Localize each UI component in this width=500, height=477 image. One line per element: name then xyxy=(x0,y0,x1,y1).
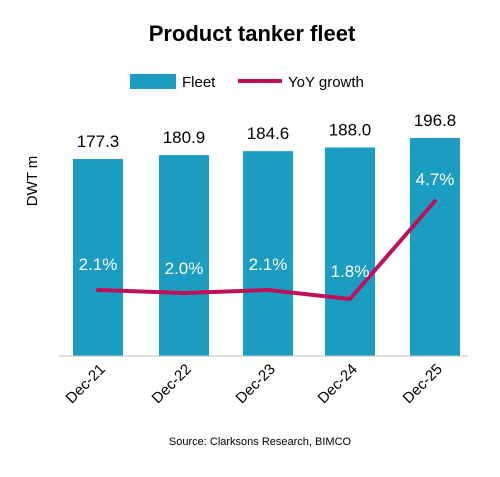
legend-label-fleet: Fleet xyxy=(182,74,216,91)
legend: Fleet YoY growth xyxy=(130,74,364,91)
chart-title: Product tanker fleet xyxy=(149,21,356,46)
bar-value-label: 188.0 xyxy=(329,120,372,139)
bar-fleet-dec-24 xyxy=(325,147,375,356)
bar-value-label: 184.6 xyxy=(247,124,290,143)
x-tick-label: Dec-21 xyxy=(63,361,109,407)
bar-fleet-dec-21 xyxy=(73,159,123,356)
bar-value-label: 180.9 xyxy=(163,128,206,147)
bar-fleet-dec-22 xyxy=(159,155,209,356)
growth-line xyxy=(96,199,437,301)
legend-swatch-fleet xyxy=(130,74,176,89)
x-tick-label: Dec-22 xyxy=(149,361,195,407)
source-note: Source: Clarksons Research, BIMCO xyxy=(169,436,352,448)
bar-fleet-dec-25 xyxy=(410,138,460,356)
growth-line-layer xyxy=(96,199,437,301)
growth-value-label: 1.8% xyxy=(331,262,370,281)
legend-label-growth: YoY growth xyxy=(288,74,364,91)
growth-value-label: 4.7% xyxy=(416,170,455,189)
bars-layer xyxy=(73,138,460,356)
y-axis-label: DWT m xyxy=(24,156,41,207)
bar-value-label: 177.3 xyxy=(77,132,120,151)
x-tick-label: Dec-24 xyxy=(315,361,361,407)
growth-value-label: 2.0% xyxy=(165,259,204,278)
x-tick-label: Dec-25 xyxy=(400,361,446,407)
x-tick-label: Dec-23 xyxy=(233,361,279,407)
bar-value-label: 196.8 xyxy=(414,111,457,130)
growth-value-label: 2.1% xyxy=(249,255,288,274)
bar-fleet-dec-23 xyxy=(243,151,293,356)
growth-value-label: 2.1% xyxy=(79,255,118,274)
